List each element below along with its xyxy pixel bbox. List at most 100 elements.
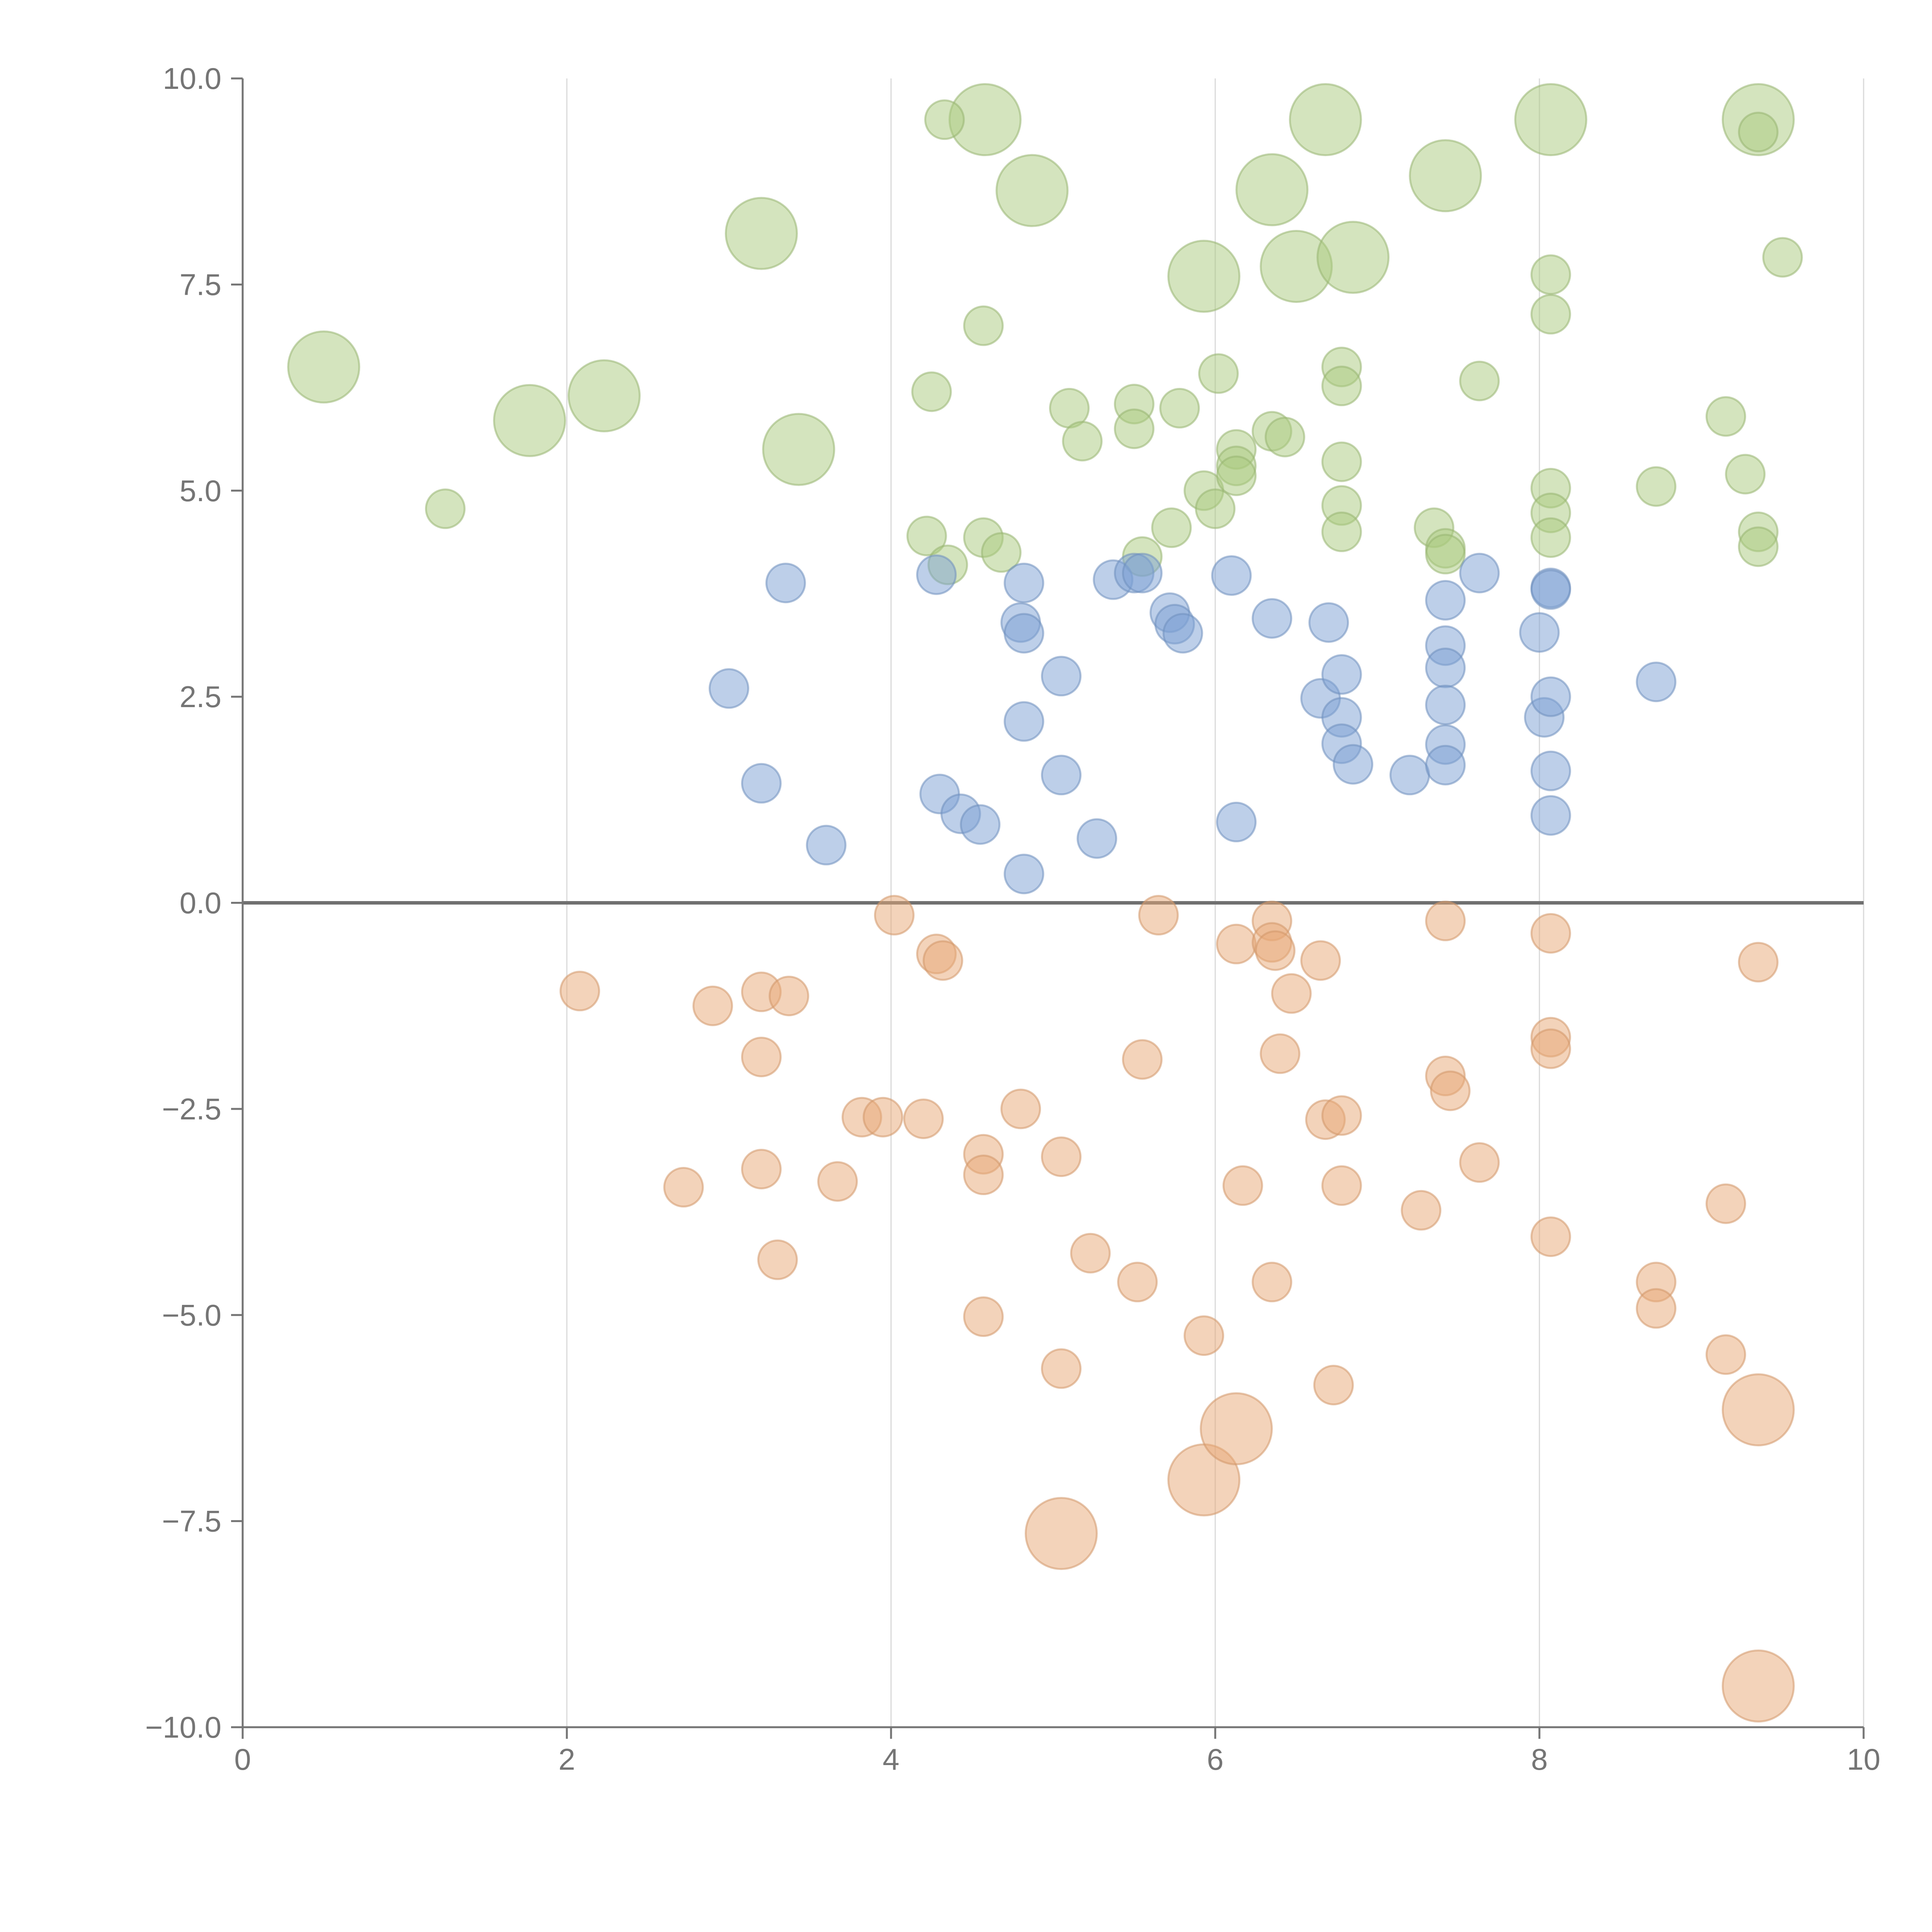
x-tick-label: 6 — [1207, 1742, 1223, 1776]
bubble-point — [1271, 973, 1312, 1014]
bubble-point — [1725, 454, 1766, 495]
bubble-large — [493, 384, 566, 457]
bubble-point — [1705, 1334, 1746, 1375]
bubble-point — [1003, 613, 1044, 654]
bubble-point — [765, 563, 806, 604]
bubble-large — [1289, 83, 1362, 156]
bubble-point — [903, 1098, 944, 1139]
bubble-point — [1117, 1262, 1158, 1303]
bubble-large — [1721, 1649, 1795, 1723]
bubble-point — [1530, 569, 1571, 610]
bubble-point — [1636, 662, 1677, 702]
bubble-point — [1425, 900, 1466, 941]
bubble-point — [741, 1149, 782, 1190]
y-tick-label: −2.5 — [162, 1092, 221, 1126]
bubble-point — [1003, 563, 1044, 604]
bubble-point — [1530, 517, 1571, 558]
bubble-point — [1321, 511, 1362, 552]
bubble-point — [1705, 1183, 1746, 1224]
bubble-point — [1389, 755, 1430, 796]
x-tick-label: 4 — [883, 1742, 899, 1776]
y-tick-label: −5.0 — [162, 1298, 221, 1332]
bubble-point — [1300, 940, 1341, 981]
bubble-large — [1024, 1497, 1098, 1570]
bubble-point — [963, 1296, 1004, 1337]
y-tick-label: 7.5 — [180, 267, 221, 301]
bubble-point — [1321, 654, 1362, 695]
bubble-point — [1530, 294, 1571, 335]
bubble-point — [862, 1097, 903, 1138]
bubble-point — [1122, 1039, 1163, 1080]
bubble-point — [1425, 684, 1466, 725]
bubble-point — [1222, 1165, 1263, 1206]
bubble-point — [663, 1167, 704, 1208]
bubble-point — [1321, 366, 1362, 406]
x-tick-label: 0 — [234, 1742, 251, 1776]
bubble-point — [963, 1155, 1004, 1196]
bubble-large — [287, 330, 361, 404]
series-2 — [560, 895, 1795, 1723]
bubble-large — [1316, 221, 1390, 294]
bubble-point — [1195, 488, 1236, 529]
x-tick-label: 2 — [558, 1742, 575, 1776]
bubble-point — [1425, 534, 1466, 575]
bubble-point — [1530, 1216, 1571, 1257]
bubble-large — [1200, 1392, 1273, 1466]
bubble-large — [995, 154, 1069, 227]
bubble-point — [425, 488, 466, 529]
bubble-point — [1260, 1033, 1301, 1074]
bubble-point — [1122, 553, 1163, 594]
bubble-large — [762, 413, 835, 486]
bubble-point — [1041, 1136, 1082, 1177]
bubble-point — [1762, 237, 1803, 278]
y-tick-label: 10.0 — [163, 61, 221, 95]
bubble-point — [692, 985, 733, 1026]
bubble-point — [1003, 854, 1044, 895]
data-points — [287, 83, 1803, 1723]
bubble-point — [1530, 254, 1571, 295]
bubble-point — [741, 1036, 782, 1077]
bubble-point — [1114, 408, 1155, 449]
bubble-point — [906, 515, 947, 556]
bubble-point — [1211, 555, 1252, 596]
bubble-point — [1705, 396, 1746, 437]
bubble-point — [769, 976, 810, 1017]
bubble-point — [709, 668, 749, 709]
y-tick-label: 2.5 — [180, 680, 221, 714]
bubble-point — [916, 554, 957, 595]
bubble-point — [1425, 647, 1466, 688]
bubble-point — [1313, 1365, 1354, 1406]
bubble-point — [1459, 1142, 1500, 1183]
bubble-point — [1530, 1028, 1571, 1069]
bubble-point — [817, 1161, 858, 1202]
bubble-point — [806, 825, 847, 866]
bubble-point — [1321, 1165, 1362, 1206]
bubble-point — [1255, 930, 1296, 971]
bubble-point — [1459, 361, 1500, 401]
bubble-point — [1738, 942, 1779, 983]
bubble-point — [1425, 745, 1466, 786]
bubble-point — [1041, 1348, 1082, 1389]
bubble-large — [1409, 139, 1482, 213]
bubble-point — [963, 305, 1004, 346]
y-tick-label: −7.5 — [162, 1504, 221, 1538]
bubble-large — [1721, 1373, 1795, 1447]
bubble-point — [1252, 598, 1293, 639]
bubble-point — [1003, 701, 1044, 742]
bubble-point — [1530, 795, 1571, 836]
bubble-point — [911, 371, 952, 412]
bubble-point — [1430, 1070, 1471, 1111]
bubble-point — [874, 895, 915, 936]
bubble-point — [1425, 580, 1466, 621]
bubble-point — [1198, 353, 1239, 394]
bubble-point — [924, 99, 965, 140]
bubble-point — [922, 940, 963, 981]
bubble-point — [1636, 466, 1677, 507]
bubble-large — [1514, 83, 1587, 156]
bubble-point — [1041, 755, 1082, 796]
bubble-point — [1459, 553, 1500, 594]
bubble-point — [1151, 507, 1192, 548]
bubble-point — [1738, 112, 1779, 153]
